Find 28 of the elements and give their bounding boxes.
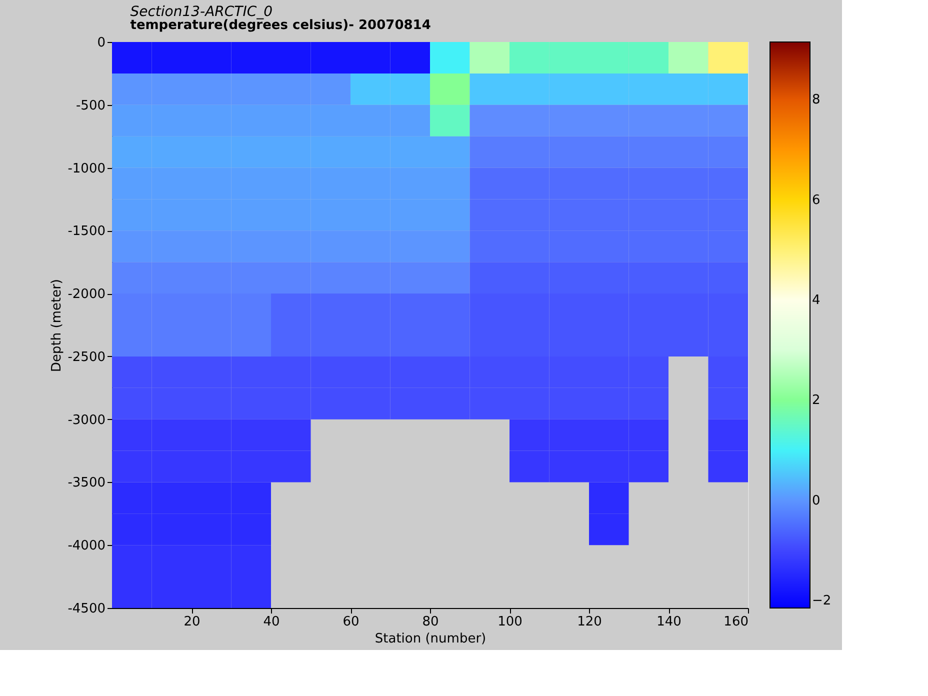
y-tick-label: -2000 (68, 287, 106, 302)
color-bar-label: 8 (812, 92, 820, 108)
color-bar-label: 6 (812, 192, 820, 208)
y-tick-label: -2500 (68, 350, 106, 365)
y-tick-label: -3000 (68, 412, 106, 428)
x-tick-label: 100 (498, 614, 522, 630)
y-axis-title: Depth (meter) (50, 279, 65, 372)
x-axis-title: Station (number) (374, 632, 486, 646)
x-tick-label: 60 (342, 614, 360, 630)
color-bar-label: −2 (812, 593, 832, 608)
x-tick-label: 20 (184, 614, 200, 630)
x-tick-label: 120 (577, 614, 602, 630)
color-bar-label: 4 (812, 292, 820, 308)
y-tick-label: -4500 (68, 602, 106, 616)
x-tick-label: 80 (422, 614, 439, 630)
y-tick-label: -500 (76, 98, 106, 114)
chart-subtitle: temperature(degrees celsius)- 20070814 (130, 18, 431, 33)
y-tick-label: -1500 (68, 224, 106, 240)
y-tick-label: 0 (97, 36, 106, 50)
x-tick-label: 40 (263, 614, 280, 630)
y-tick-label: -3500 (68, 476, 106, 491)
color-bar-label: 0 (812, 493, 820, 508)
y-tick-label: -4000 (68, 538, 106, 554)
x-tick-label: 160 (724, 614, 748, 630)
chart-title: Section13-ARCTIC_0 (130, 4, 273, 20)
x-tick-label: 140 (656, 614, 682, 630)
y-tick-label: -1000 (68, 161, 106, 176)
color-bar-label: 2 (812, 393, 820, 408)
